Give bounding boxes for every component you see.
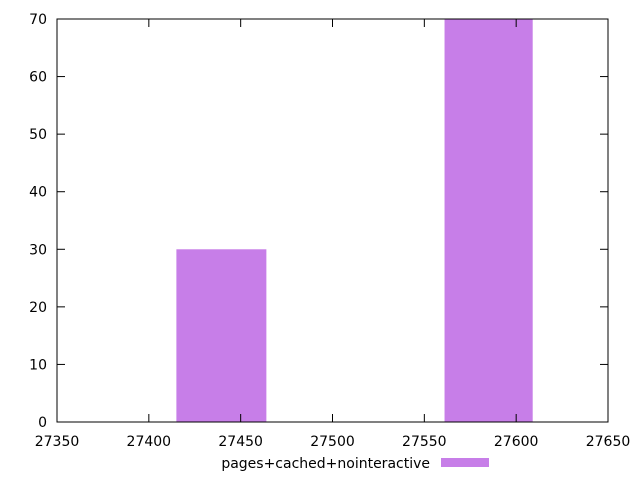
y-axis: 0 10 20 30 40 50 60 70	[29, 12, 608, 431]
bar-1-1	[176, 249, 267, 422]
x-tick-label: 27550	[402, 434, 447, 450]
y-tick-label: 50	[29, 127, 47, 143]
y-tick-label: 10	[29, 357, 47, 373]
x-tick-label: 27500	[310, 434, 355, 450]
bar-1-2	[444, 19, 533, 422]
y-tick-label: 40	[29, 185, 47, 201]
legend: pages+cached+nointeractive	[221, 456, 489, 472]
y-tick-label: 70	[29, 12, 47, 28]
y-tick-label: 20	[29, 300, 47, 316]
y-tick-label: 60	[29, 70, 47, 86]
x-tick-label: 27450	[218, 434, 263, 450]
y-tick-label: 0	[38, 415, 47, 431]
legend-label: pages+cached+nointeractive	[221, 456, 430, 472]
x-tick-label: 27350	[35, 434, 80, 450]
x-tick-label: 27650	[586, 434, 631, 450]
x-tick-label: 27600	[494, 434, 539, 450]
x-tick-label: 27400	[127, 434, 172, 450]
legend-swatch	[441, 458, 489, 467]
x-axis: 27350 27400 27450 27500 27550 27600 27650	[35, 19, 631, 450]
bars-layer	[176, 19, 533, 422]
y-tick-label: 30	[29, 242, 47, 258]
